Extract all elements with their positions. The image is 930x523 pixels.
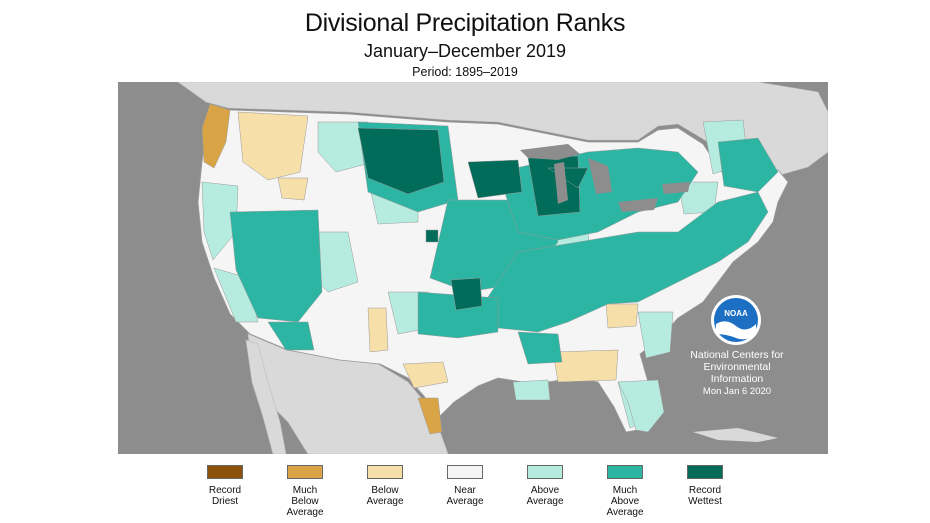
great-lakes (520, 144, 690, 212)
canada-landmass (177, 82, 828, 181)
map-svg (118, 82, 828, 454)
map-title: Divisional Precipitation Ranks (304, 9, 626, 37)
ncei-date: Mon Jan 6 2020 (702, 386, 772, 397)
much-above-average-regions (229, 121, 779, 365)
legend-swatch (287, 465, 323, 479)
ncei-line-3: Information (710, 373, 764, 385)
legend-label: Much Above Average (606, 485, 644, 518)
legend-label: Record Driest (208, 485, 242, 507)
below-average-regions (237, 111, 675, 389)
cuba-landmass (693, 428, 778, 442)
baja-peninsula (245, 339, 287, 454)
legend-item-below: Below Average (350, 465, 420, 507)
florida-region (617, 379, 665, 433)
precipitation-map (118, 82, 828, 454)
noaa-logo-text: NOAA (724, 309, 748, 318)
much-below-average-regions (201, 103, 443, 435)
legend-item-much-above: Much Above Average (590, 465, 660, 518)
ncei-credit: National Centers for Environmental Infor… (676, 349, 798, 398)
title-block: Divisional Precipitation Ranks January–D… (0, 8, 930, 80)
map-period: Period: 1895–2019 (412, 65, 518, 79)
legend-swatch (367, 465, 403, 479)
legend-swatch (447, 465, 483, 479)
legend-swatch (687, 465, 723, 479)
legend-label: Much Below Average (286, 485, 324, 518)
legend-label: Above Average (526, 485, 564, 507)
ncei-line-1: National Centers for (690, 349, 784, 361)
ncei-line-2: Environmental (703, 361, 771, 373)
legend-item-record-wettest: Record Wettest (670, 465, 740, 507)
legend-item-near: Near Average (430, 465, 500, 507)
record-wettest-regions (357, 127, 589, 311)
legend-swatch (527, 465, 563, 479)
map-subtitle: January–December 2019 (363, 41, 567, 61)
legend-item-record-driest: Record Driest (190, 465, 260, 507)
legend-label: Below Average (366, 485, 404, 507)
legend-swatch (207, 465, 243, 479)
noaa-logo-icon: NOAA (711, 295, 761, 345)
legend-item-above: Above Average (510, 465, 580, 507)
legend-label: Record Wettest (688, 485, 722, 507)
legend-swatch (607, 465, 643, 479)
legend: Record Driest Much Below Average Below A… (190, 465, 750, 523)
legend-item-much-below: Much Below Average (270, 465, 340, 518)
legend-label: Near Average (446, 485, 484, 507)
